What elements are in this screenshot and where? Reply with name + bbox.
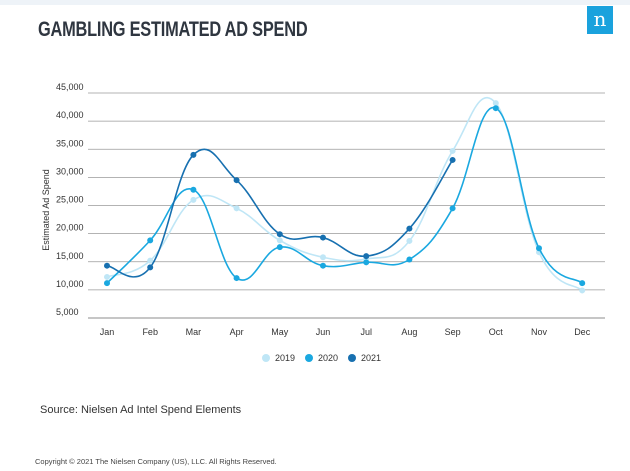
data-point-2020 bbox=[536, 245, 542, 252]
y-axis-label: Estimated Ad Spend bbox=[41, 169, 51, 251]
data-point-2020 bbox=[276, 244, 283, 251]
x-tick-label: Nov bbox=[531, 327, 548, 337]
x-tick-label: Oct bbox=[489, 327, 504, 337]
legend-label-2021: 2021 bbox=[361, 353, 381, 363]
data-point-2020 bbox=[449, 205, 456, 212]
series-line-2020 bbox=[106, 107, 583, 284]
data-point-2019 bbox=[492, 100, 499, 107]
y-tick-label: 10,000 bbox=[56, 279, 84, 289]
data-point-2021 bbox=[406, 225, 413, 232]
source-note: Source: Nielsen Ad Intel Spend Elements bbox=[40, 404, 242, 416]
data-point-2019 bbox=[276, 237, 283, 244]
chart-title: GAMBLING ESTIMATED AD SPEND bbox=[38, 18, 308, 41]
data-point-2021 bbox=[104, 262, 110, 269]
line-chart: 5,000 10,000 15,000 20,000 25,000 30,000 35,00… bbox=[41, 82, 605, 363]
y-tick-label: 5,000 bbox=[56, 307, 79, 317]
data-point-2020 bbox=[320, 262, 326, 269]
x-tick-label: Mar bbox=[186, 327, 202, 337]
x-tick-label: Apr bbox=[230, 327, 244, 337]
data-point-2019 bbox=[449, 147, 456, 154]
data-point-2020 bbox=[233, 275, 240, 282]
y-tick-label: 40,000 bbox=[56, 110, 84, 120]
data-point-2020 bbox=[579, 280, 586, 287]
y-tick-label: 45,000 bbox=[56, 82, 84, 92]
legend-label-2020: 2020 bbox=[318, 353, 338, 363]
nielsen-logo: n bbox=[587, 6, 613, 34]
x-tick-label: Jun bbox=[316, 327, 331, 337]
data-point-2020 bbox=[363, 259, 370, 266]
data-point-2021 bbox=[147, 264, 154, 271]
x-tick-label: Dec bbox=[574, 327, 591, 337]
series-line-2021 bbox=[106, 148, 454, 278]
data-point-2019 bbox=[320, 254, 326, 261]
legend-label-2019: 2019 bbox=[275, 353, 295, 363]
data-point-2021 bbox=[449, 156, 456, 163]
x-tick-label: May bbox=[271, 327, 289, 337]
data-point-2019 bbox=[104, 273, 110, 280]
y-tick-label: 35,000 bbox=[56, 138, 84, 148]
data-point-2021 bbox=[320, 234, 326, 241]
y-tick-label: 15,000 bbox=[56, 251, 84, 261]
data-point-2020 bbox=[190, 186, 197, 193]
top-bar bbox=[0, 0, 630, 5]
legend-marker-2021 bbox=[348, 354, 356, 362]
x-tick-label: Jul bbox=[360, 327, 372, 337]
y-tick-label: 30,000 bbox=[56, 166, 84, 176]
x-tick-label: Feb bbox=[142, 327, 158, 337]
data-point-2020 bbox=[147, 237, 154, 244]
data-point-2019 bbox=[233, 205, 240, 212]
y-tick-label: 25,000 bbox=[56, 195, 84, 205]
legend-marker-2020 bbox=[305, 354, 313, 362]
data-point-2019 bbox=[190, 196, 197, 203]
data-point-2019 bbox=[147, 257, 154, 264]
data-point-2021 bbox=[276, 231, 283, 238]
x-tick-label: Sep bbox=[445, 327, 461, 337]
data-point-2020 bbox=[492, 105, 499, 112]
data-point-2020 bbox=[104, 280, 110, 287]
data-point-2021 bbox=[190, 151, 197, 158]
x-tick-label: Jan bbox=[100, 327, 115, 337]
data-point-2020 bbox=[406, 256, 413, 263]
copyright-note: Copyright © 2021 The Nielsen Company (US… bbox=[35, 457, 277, 466]
data-point-2021 bbox=[233, 177, 240, 184]
y-tick-label: 20,000 bbox=[56, 223, 84, 233]
data-point-2021 bbox=[363, 253, 370, 260]
x-tick-label: Aug bbox=[401, 327, 417, 337]
legend-marker-2019 bbox=[262, 354, 270, 362]
data-point-2019 bbox=[406, 237, 413, 244]
data-point-2019 bbox=[579, 287, 586, 294]
